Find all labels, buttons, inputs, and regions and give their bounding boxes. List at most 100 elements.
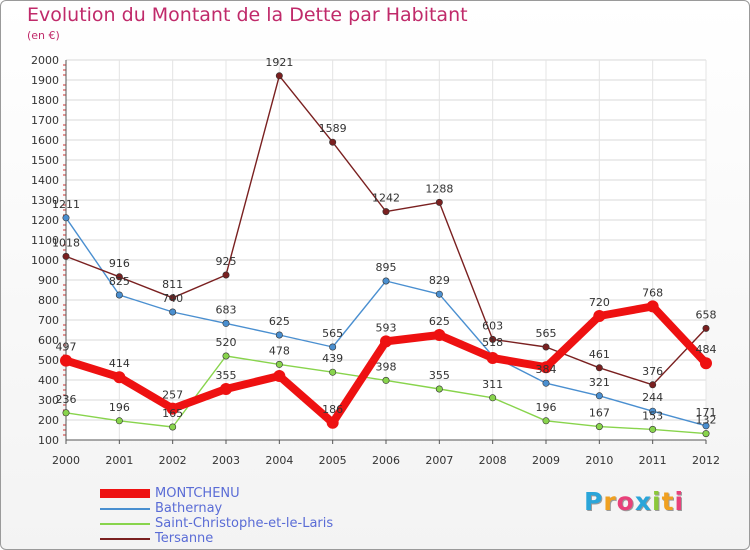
data-point [649, 381, 657, 389]
data-point [273, 370, 286, 382]
data-point [702, 324, 710, 332]
data-label: 683 [216, 303, 237, 316]
x-tick-label: 2010 [585, 454, 613, 467]
y-tick-label: 1300 [31, 194, 59, 207]
y-tick-label: 200 [38, 414, 59, 427]
y-tick-label: 1000 [31, 254, 59, 267]
data-label: 186 [322, 403, 343, 416]
logo-letter: r [603, 487, 617, 516]
data-label: 895 [376, 261, 397, 274]
x-tick-label: 2000 [52, 454, 80, 467]
x-tick-label: 2012 [692, 454, 720, 467]
x-tick-label: 2003 [212, 454, 240, 467]
legend-label: Saint-Christophe-et-le-Laris [155, 516, 334, 531]
x-tick-label: 2005 [319, 454, 347, 467]
legend-label: MONTCHENU [155, 486, 240, 501]
data-point [329, 138, 337, 146]
logo-letter: i [652, 487, 662, 516]
data-point [60, 354, 72, 367]
data-label: 244 [642, 391, 663, 404]
y-tick-label: 1800 [31, 94, 59, 107]
y-tick-label: 600 [38, 334, 59, 347]
data-point [382, 208, 390, 216]
logo-letter: t [661, 487, 675, 516]
logo-letter: x [634, 487, 652, 516]
data-point [329, 368, 337, 376]
data-label: 768 [642, 286, 663, 299]
y-tick-label: 300 [38, 394, 59, 407]
data-label: 1288 [425, 182, 453, 195]
data-label: 829 [429, 274, 450, 287]
data-label: 520 [216, 336, 237, 349]
data-point [275, 360, 283, 368]
data-label: 321 [589, 376, 610, 389]
data-point [222, 319, 230, 327]
data-point [220, 383, 232, 395]
data-point [433, 329, 446, 341]
y-tick-label: 1900 [31, 74, 59, 87]
logo-letter: o [616, 487, 635, 516]
y-tick-label: 800 [38, 294, 59, 307]
data-point [542, 379, 550, 387]
y-tick-label: 1200 [31, 214, 59, 227]
proxiti-logo: Proxiti [584, 487, 684, 516]
data-label: 603 [482, 319, 503, 332]
data-point [595, 392, 603, 400]
data-point [649, 425, 657, 433]
legend: MONTCHENU Bathernay Saint-Christophe-et-le… [100, 486, 420, 546]
data-label: 593 [376, 321, 397, 334]
data-label: 916 [109, 257, 130, 270]
data-label: 565 [536, 327, 557, 340]
data-label: 311 [482, 378, 503, 391]
data-point [595, 423, 603, 431]
data-label: 153 [642, 409, 663, 422]
data-point [540, 361, 552, 374]
data-point [702, 422, 710, 430]
grid [65, 59, 707, 441]
chart-title: Evolution du Montant de la Dette par Hab… [27, 4, 468, 26]
data-label: 811 [162, 278, 183, 291]
data-label: 236 [56, 393, 77, 406]
legend-swatch [100, 489, 150, 498]
data-point [115, 417, 123, 425]
data-label: 439 [322, 352, 343, 365]
data-label: 1211 [52, 198, 80, 211]
x-tick-label: 2001 [105, 454, 133, 467]
data-label: 398 [376, 360, 397, 373]
data-point [542, 343, 550, 351]
data-point [169, 308, 177, 316]
data-point [275, 331, 283, 339]
data-label: 257 [162, 389, 183, 402]
data-label: 1242 [372, 192, 400, 205]
data-point [115, 291, 123, 299]
data-point [169, 294, 177, 302]
data-label: 376 [642, 365, 663, 378]
legend-swatch [100, 522, 150, 525]
logo-letter: i [674, 487, 685, 516]
data-point [62, 214, 70, 222]
data-label: 658 [696, 308, 717, 321]
y-tick-label: 2000 [31, 54, 59, 67]
data-point [326, 416, 339, 429]
data-point [222, 271, 230, 279]
data-label: 196 [109, 401, 130, 414]
y-tick-label: 500 [38, 354, 59, 367]
data-point [700, 357, 712, 370]
data-label: 165 [162, 407, 183, 420]
data-point [489, 394, 497, 402]
x-tick-label: 2009 [532, 454, 560, 467]
legend-swatch [100, 537, 150, 540]
data-point [435, 198, 443, 206]
data-label: 1589 [319, 122, 347, 135]
data-label: 825 [109, 275, 130, 288]
data-point [113, 371, 126, 384]
x-tick-label: 2008 [479, 454, 507, 467]
data-point [486, 352, 499, 364]
data-label: 414 [109, 357, 130, 370]
data-label: 478 [269, 344, 290, 357]
data-point [489, 335, 497, 343]
data-label: 625 [269, 315, 290, 328]
legend-label: Tersanne [155, 531, 214, 546]
y-tick-label: 1600 [31, 134, 59, 147]
